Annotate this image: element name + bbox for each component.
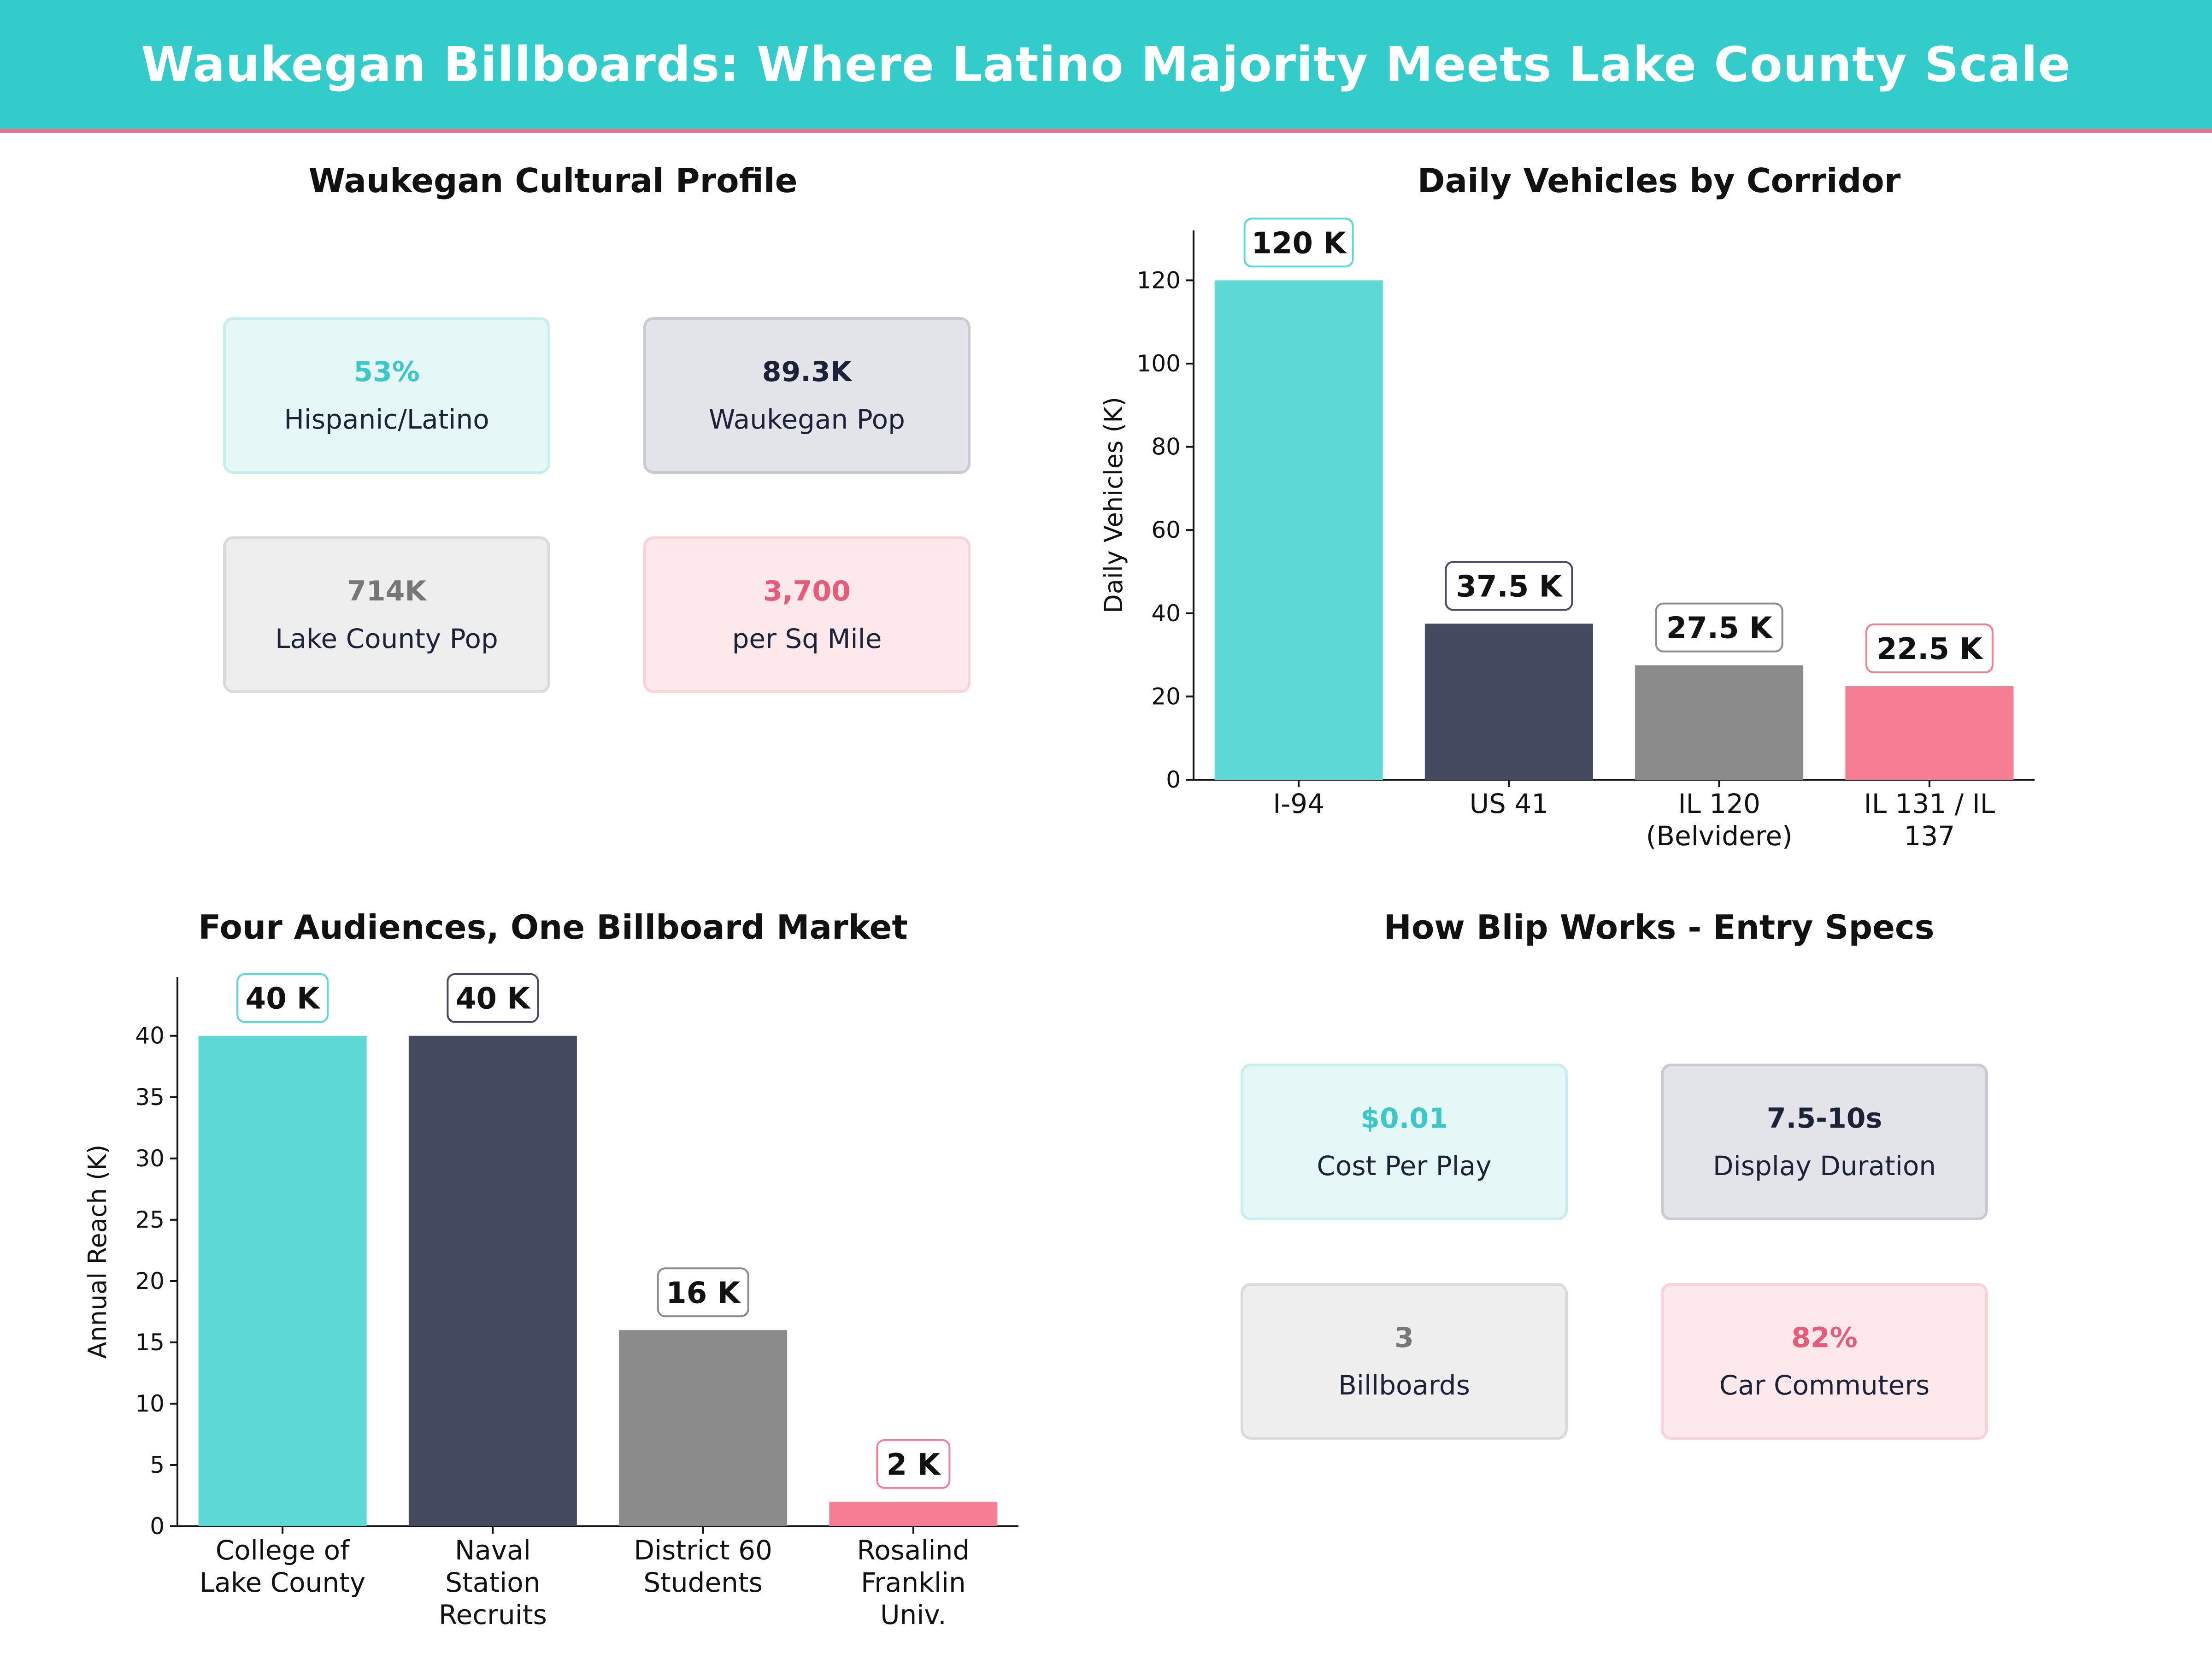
spec-value: 7.5-10s bbox=[1766, 1102, 1883, 1135]
daily-vehicles-chart: 0 20 40 60 80 100 120 Daily Vehicles (K) I-94 120… bbox=[1099, 218, 2035, 852]
stat-value: 3,700 bbox=[763, 575, 851, 607]
data-label-box bbox=[1865, 623, 1994, 673]
data-label: 27.5 K bbox=[1666, 612, 1773, 646]
data-label-box bbox=[1445, 561, 1573, 611]
x-tick-label: District 60 Students bbox=[634, 1535, 772, 1598]
audiences-panel: Four Audiences, One Billboard Market 0 5 1… bbox=[0, 885, 1106, 1631]
bar bbox=[619, 1330, 788, 1526]
spec-value: 82% bbox=[1791, 1322, 1858, 1354]
data-label-box bbox=[1243, 218, 1354, 268]
bar bbox=[1214, 280, 1383, 780]
y-tick-label: 30 bbox=[135, 1145, 165, 1172]
y-tick-label: 25 bbox=[135, 1206, 165, 1233]
x-tick-label: I-94 bbox=[1273, 788, 1324, 819]
y-tick-label: 80 bbox=[1151, 434, 1181, 460]
spec-card-duration: 7.5-10s Display Duration bbox=[1661, 1064, 1988, 1220]
data-label-box bbox=[236, 973, 329, 1023]
stat-card-waukegan-pop: 89.3K Waukegan Pop bbox=[643, 317, 971, 474]
y-tick-label: 120 bbox=[1137, 267, 1181, 294]
audiences-chart: 0 5 10 15 20 25 30 35 40 Annual Reach (K) College … bbox=[83, 973, 1018, 1630]
x-tick-label: IL 131 / IL 137 bbox=[1864, 788, 1995, 852]
cultural-profile-panel: Waukegan Cultural Profile 53% Hispanic/L… bbox=[0, 138, 1106, 885]
y-axis-title: Daily Vehicles (K) bbox=[1099, 397, 1128, 613]
y-tick-label: 40 bbox=[135, 1023, 165, 1049]
x-tick-label: Rosalind Franklin Univ. bbox=[857, 1535, 970, 1630]
y-axis-title: Annual Reach (K) bbox=[83, 1145, 112, 1359]
spec-label: Display Duration bbox=[1712, 1150, 1936, 1182]
spec-value: $0.01 bbox=[1360, 1102, 1448, 1135]
data-label-box bbox=[1655, 602, 1783, 653]
entry-specs-title: How Blip Works - Entry Specs bbox=[1383, 908, 1935, 947]
x-tick-label: IL 120 (Belvidere) bbox=[1646, 788, 1793, 852]
data-label: 120 K bbox=[1251, 226, 1347, 260]
data-label: 37.5 K bbox=[1456, 570, 1563, 604]
y-tick-label: 0 bbox=[1166, 766, 1181, 793]
spec-label: Cost Per Play bbox=[1317, 1150, 1492, 1182]
entry-specs-panel: How Blip Works - Entry Specs $0.01 Cost … bbox=[1106, 885, 2212, 1631]
audiences-title: Four Audiences, One Billboard Market bbox=[198, 908, 908, 947]
bar bbox=[1845, 686, 2014, 780]
y-tick-label: 35 bbox=[135, 1084, 165, 1111]
y-tick-label: 15 bbox=[135, 1329, 165, 1356]
x-tick-label: Naval Station Recruits bbox=[439, 1535, 547, 1630]
data-label: 2 K bbox=[887, 1448, 941, 1482]
y-tick-label: 0 bbox=[150, 1513, 165, 1540]
bar bbox=[408, 1035, 577, 1526]
x-tick-label: US 41 bbox=[1470, 788, 1549, 819]
spec-card-cost: $0.01 Cost Per Play bbox=[1241, 1064, 1568, 1220]
spec-label: Car Commuters bbox=[1719, 1370, 1930, 1401]
bar bbox=[1424, 624, 1593, 780]
spec-card-billboards: 3 Billboards bbox=[1241, 1283, 1568, 1440]
data-label-box bbox=[657, 1267, 749, 1318]
header-banner: Waukegan Billboards: Where Latino Majori… bbox=[0, 0, 2212, 133]
y-tick-label: 10 bbox=[135, 1390, 165, 1417]
y-tick-label: 40 bbox=[1151, 600, 1181, 627]
stat-label: Lake County Pop bbox=[275, 623, 498, 654]
bar bbox=[198, 1035, 367, 1526]
y-tick-label: 5 bbox=[150, 1452, 165, 1478]
spec-card-commuters: 82% Car Commuters bbox=[1661, 1283, 1988, 1440]
data-label: 22.5 K bbox=[1877, 632, 1983, 666]
stat-label: per Sq Mile bbox=[732, 623, 882, 654]
data-label-box bbox=[447, 973, 539, 1023]
page-title: Waukegan Billboards: Where Latino Majori… bbox=[141, 36, 2071, 93]
bar bbox=[1635, 665, 1804, 780]
daily-vehicles-title: Daily Vehicles by Corridor bbox=[1417, 161, 1901, 200]
data-label: 40 K bbox=[246, 982, 321, 1016]
y-tick-label: 20 bbox=[135, 1268, 165, 1294]
spec-value: 3 bbox=[1394, 1322, 1414, 1354]
bar bbox=[829, 1501, 998, 1526]
spec-label: Billboards bbox=[1338, 1370, 1470, 1401]
stat-card-hispanic: 53% Hispanic/Latino bbox=[223, 317, 550, 474]
stat-value: 53% bbox=[353, 356, 420, 388]
data-label-box bbox=[876, 1439, 951, 1489]
stat-label: Waukegan Pop bbox=[709, 404, 905, 435]
data-label: 40 K bbox=[456, 982, 531, 1016]
stat-card-lake-county-pop: 714K Lake County Pop bbox=[223, 536, 550, 693]
y-tick-label: 60 bbox=[1151, 517, 1181, 543]
stat-card-density: 3,700 per Sq Mile bbox=[643, 536, 971, 693]
cultural-profile-title: Waukegan Cultural Profile bbox=[308, 161, 798, 200]
stat-value: 89.3K bbox=[762, 356, 852, 388]
data-label: 16 K bbox=[666, 1276, 741, 1310]
y-tick-label: 20 bbox=[1151, 683, 1181, 710]
stat-value: 714K bbox=[347, 575, 426, 607]
daily-vehicles-panel: Daily Vehicles by Corridor 0 20 40 60 80 100 1… bbox=[1099, 138, 2212, 885]
stat-label: Hispanic/Latino bbox=[284, 404, 489, 435]
x-tick-label: College of Lake County bbox=[200, 1535, 365, 1598]
y-tick-label: 100 bbox=[1137, 350, 1181, 377]
